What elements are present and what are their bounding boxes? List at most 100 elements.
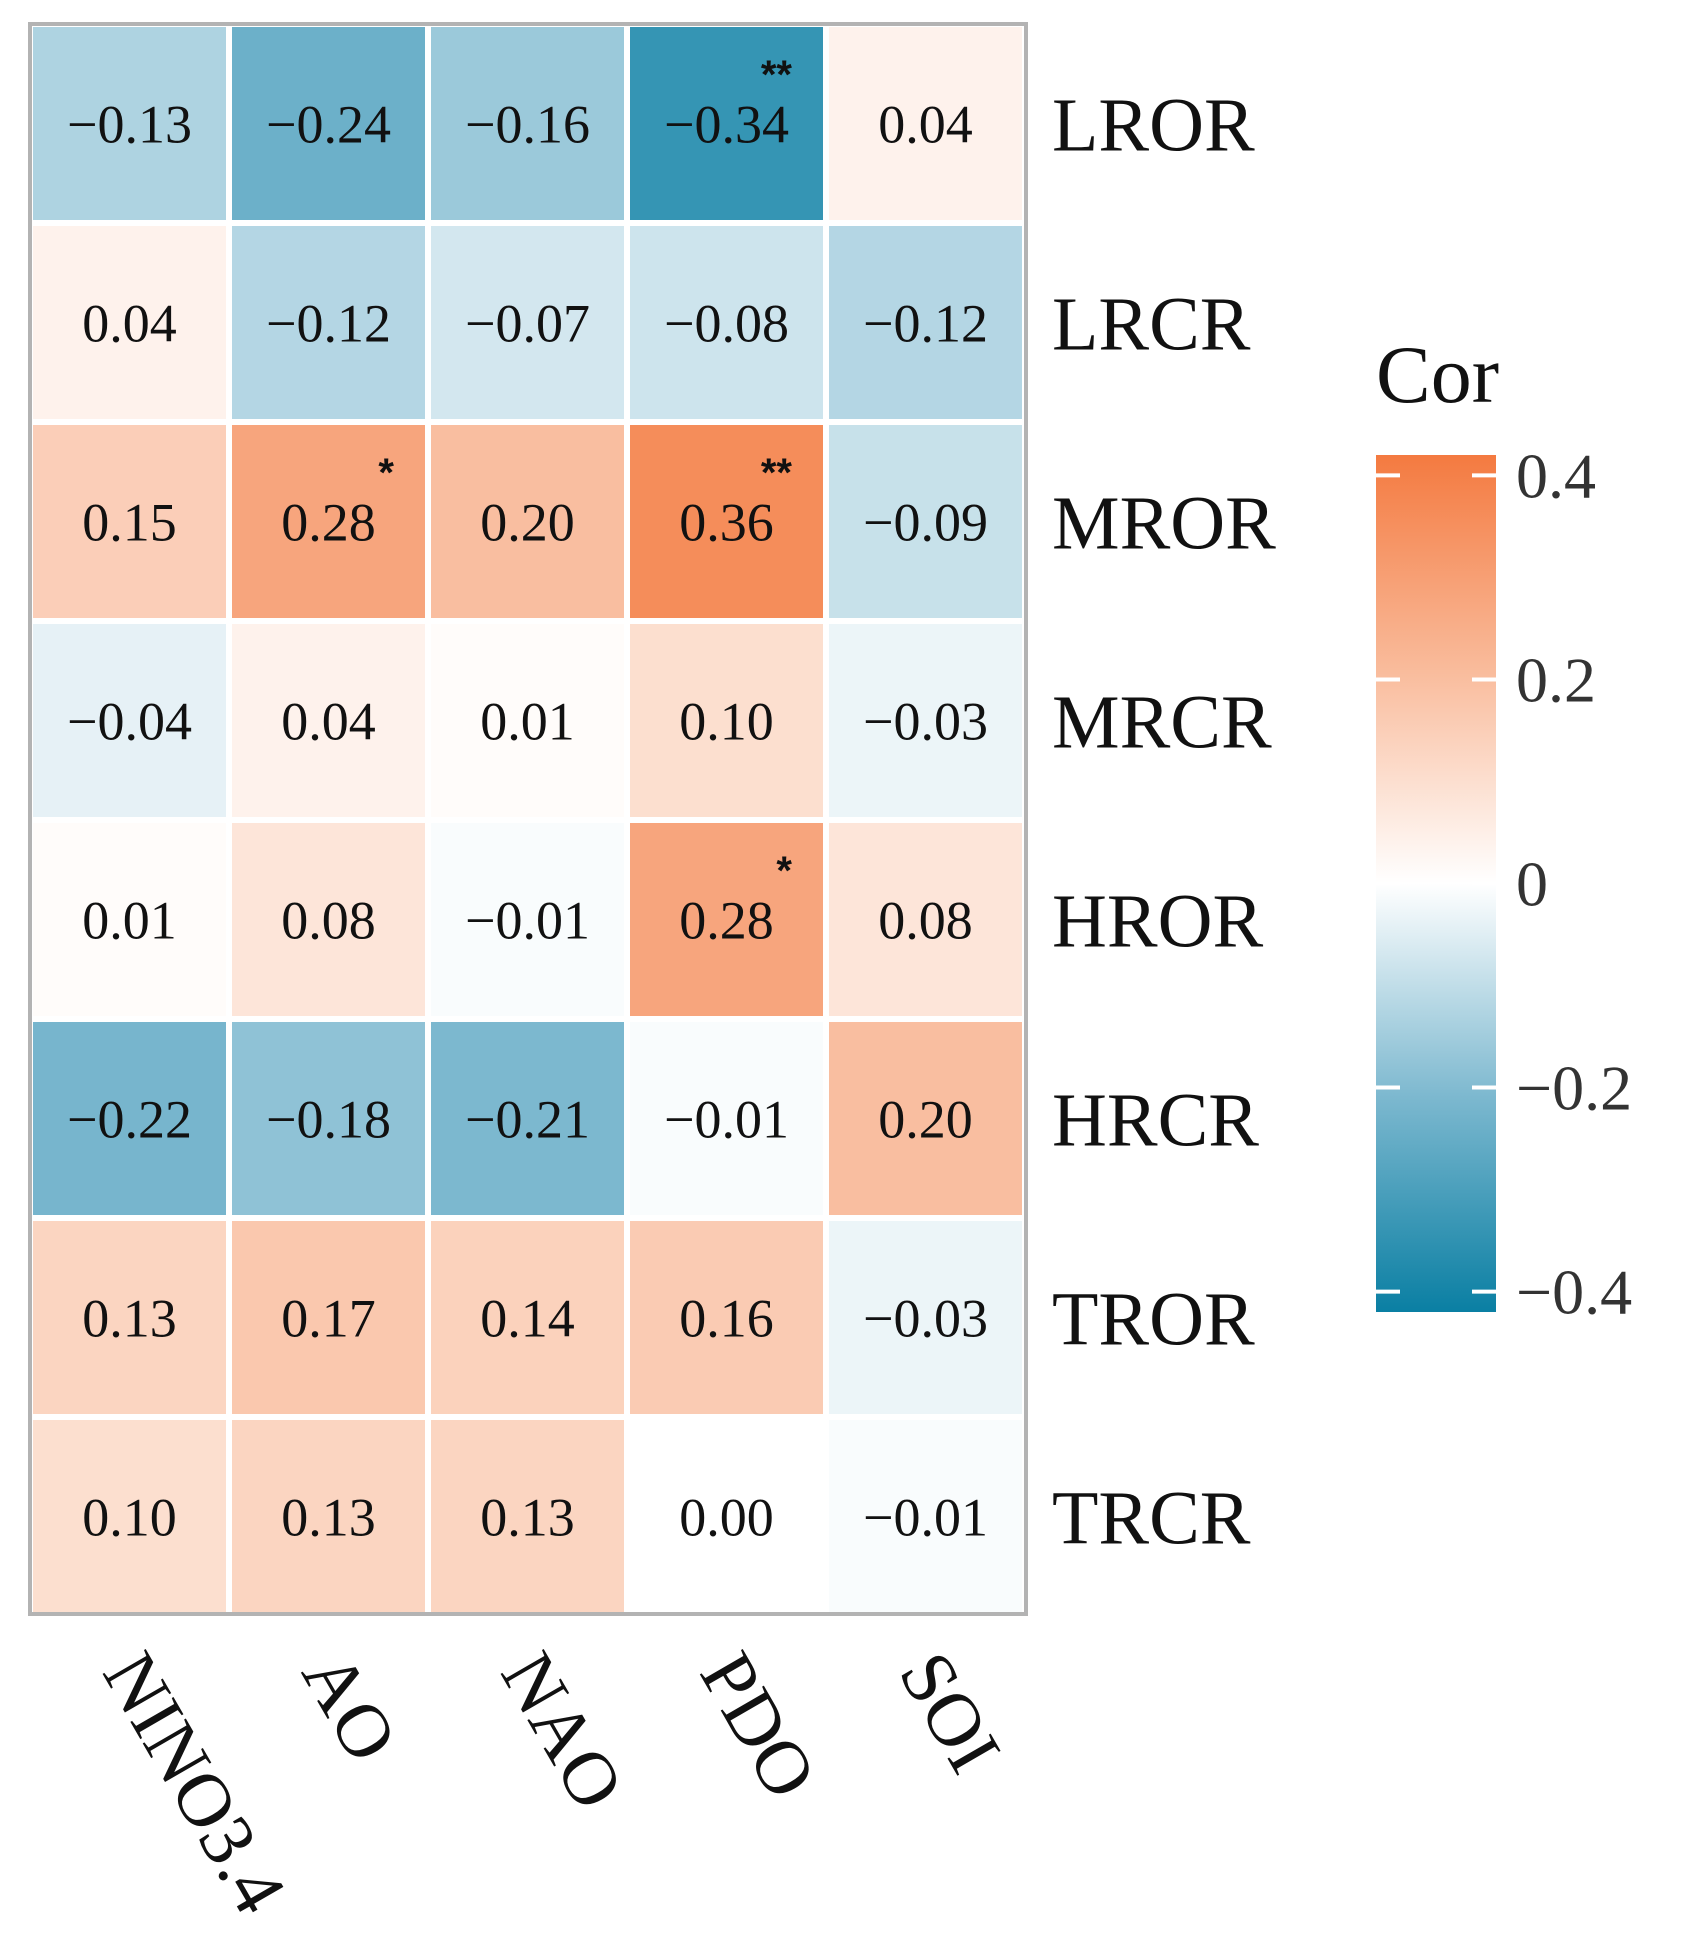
cell-value-label: 0.04 bbox=[82, 294, 177, 354]
cell-value-label: −0.09 bbox=[863, 493, 988, 553]
row-label-lrcr: LRCR bbox=[1052, 283, 1251, 367]
heatmap-cell-lrcr-nao bbox=[431, 226, 624, 419]
heatmap-cell-mror-pdo bbox=[630, 425, 823, 618]
heatmap-cell-trcr-pdo bbox=[630, 1420, 823, 1613]
legend-title: Cor bbox=[1376, 329, 1499, 420]
cell-value-label: −0.03 bbox=[863, 1289, 988, 1349]
row-labels: LROR LRCR MROR MRCR HROR HRCR TROR TRCR bbox=[1052, 84, 1276, 1561]
row-label-mror: MROR bbox=[1052, 482, 1276, 566]
cell-value-label: 0.20 bbox=[878, 1090, 973, 1150]
heatmap-cell-hror-ao bbox=[232, 823, 425, 1016]
row-label-lror: LROR bbox=[1052, 84, 1255, 168]
heatmap-cell-tror-soi bbox=[829, 1221, 1022, 1414]
cell-value-label: 0.13 bbox=[281, 1488, 376, 1548]
cell-value-label: −0.01 bbox=[863, 1488, 988, 1548]
cell-value-label: 0.04 bbox=[878, 95, 973, 155]
heatmap-cell-hror-nao bbox=[431, 823, 624, 1016]
heatmap-cell-hrcr-soi bbox=[829, 1022, 1022, 1215]
heatmap-cell-lrcr-soi bbox=[829, 226, 1022, 419]
color-legend: Cor 0.4 0.2 0 −0.2 −0.4 bbox=[1376, 329, 1632, 1328]
column-label-soi: SOI bbox=[883, 1639, 1017, 1787]
heatmap-cell-mrcr-pdo bbox=[630, 624, 823, 817]
cell-value-label: 0.13 bbox=[82, 1289, 177, 1349]
heatmap-panel-border bbox=[28, 22, 1028, 1616]
row-label-hror: HROR bbox=[1052, 880, 1263, 964]
cell-value-label: 0.10 bbox=[679, 692, 774, 752]
legend-ticks: 0.4 0.2 0 −0.2 −0.4 bbox=[1376, 440, 1632, 1328]
column-label-pdo: PDO bbox=[684, 1639, 833, 1813]
heatmap-cell-hror-pdo bbox=[630, 823, 823, 1016]
legend-tick-label: 0 bbox=[1516, 849, 1548, 920]
heatmap-cell-hrcr-ao bbox=[232, 1022, 425, 1215]
cell-value-label: −0.12 bbox=[863, 294, 988, 354]
heatmap-cell-trcr-nino34 bbox=[33, 1420, 226, 1613]
heatmap-cell-mror-soi bbox=[829, 425, 1022, 618]
cell-value-label: 0.01 bbox=[480, 692, 575, 752]
heatmap-cell-hror-nino34 bbox=[33, 823, 226, 1016]
cell-value-label: 0.08 bbox=[878, 891, 973, 951]
row-label-tror: TROR bbox=[1052, 1278, 1255, 1362]
cell-value-label: −0.22 bbox=[67, 1090, 192, 1150]
cell-value-label: 0.00 bbox=[679, 1488, 774, 1548]
heatmap-cell-trcr-nao bbox=[431, 1420, 624, 1613]
cell-value-label: −0.24 bbox=[266, 95, 391, 155]
cell-value-label: −0.34 bbox=[664, 95, 789, 155]
cell-value-label: 0.14 bbox=[480, 1289, 575, 1349]
column-labels: NINO3.4AO NAO PDO SOI bbox=[87, 1639, 1017, 1928]
heatmap-cell-trcr-ao bbox=[232, 1420, 425, 1613]
cell-value-label: 0.17 bbox=[281, 1289, 376, 1349]
cell-value-label: 0.08 bbox=[281, 891, 376, 951]
row-label-mrcr: MRCR bbox=[1052, 681, 1272, 765]
cell-value-label: 0.20 bbox=[480, 493, 575, 553]
cell-value-label: 0.16 bbox=[679, 1289, 774, 1349]
cell-value-label: 0.10 bbox=[82, 1488, 177, 1548]
heatmap-cell-lrcr-pdo bbox=[630, 226, 823, 419]
legend-tick-label: −0.4 bbox=[1516, 1257, 1632, 1328]
row-label-trcr: TRCR bbox=[1052, 1477, 1251, 1561]
cell-value-label: −0.03 bbox=[863, 692, 988, 752]
column-label-nao: NAO bbox=[485, 1639, 640, 1824]
heatmap-cell-tror-ao bbox=[232, 1221, 425, 1414]
heatmap-cells: −0.13 −0.24 −0.16 −0.34**0.040.04 −0.12 −0.07… bbox=[33, 27, 1022, 1613]
cell-value-label: −0.08 bbox=[664, 294, 789, 354]
significance-marker: ** bbox=[761, 451, 793, 495]
cell-value-label: 0.01 bbox=[82, 891, 177, 951]
heatmap-cell-mrcr-ao bbox=[232, 624, 425, 817]
heatmap-cell-hrcr-nino34 bbox=[33, 1022, 226, 1215]
heatmap-cell-lror-ao bbox=[232, 27, 425, 220]
heatmap-cell-lrcr-ao bbox=[232, 226, 425, 419]
cell-value-label: −0.12 bbox=[266, 294, 391, 354]
heatmap-cell-hrcr-pdo bbox=[630, 1022, 823, 1215]
significance-marker: * bbox=[776, 849, 792, 893]
heatmap-cell-lror-pdo bbox=[630, 27, 823, 220]
heatmap-cell-mror-nao bbox=[431, 425, 624, 618]
heatmap-cell-lror-nao bbox=[431, 27, 624, 220]
column-label-nino34: NINO3.4 bbox=[87, 1639, 302, 1928]
cell-value-label: −0.21 bbox=[465, 1090, 590, 1150]
cell-value-label: 0.15 bbox=[82, 493, 177, 553]
heatmap-cell-tror-nao bbox=[431, 1221, 624, 1414]
row-label-hrcr: HRCR bbox=[1052, 1079, 1259, 1163]
heatmap-cell-lror-nino34 bbox=[33, 27, 226, 220]
heatmap-cell-tror-pdo bbox=[630, 1221, 823, 1414]
heatmap-cell-mror-ao bbox=[232, 425, 425, 618]
heatmap-cell-hror-soi bbox=[829, 823, 1022, 1016]
cell-value-label: 0.36 bbox=[679, 493, 774, 553]
cell-value-label: 0.13 bbox=[480, 1488, 575, 1548]
heatmap-cell-mror-nino34 bbox=[33, 425, 226, 618]
heatmap-cell-hrcr-nao bbox=[431, 1022, 624, 1215]
cell-value-label: −0.13 bbox=[67, 95, 192, 155]
cell-value-label: 0.28 bbox=[679, 891, 774, 951]
heatmap-cell-mrcr-nao bbox=[431, 624, 624, 817]
heatmap-cell-mrcr-nino34 bbox=[33, 624, 226, 817]
cell-value-label: −0.16 bbox=[465, 95, 590, 155]
heatmap-cell-mrcr-soi bbox=[829, 624, 1022, 817]
cell-value-label: −0.18 bbox=[266, 1090, 391, 1150]
legend-tick-label: −0.2 bbox=[1516, 1053, 1632, 1124]
heatmap-cell-trcr-soi bbox=[829, 1420, 1022, 1613]
cell-value-label: −0.01 bbox=[664, 1090, 789, 1150]
cell-value-label: −0.01 bbox=[465, 891, 590, 951]
legend-tick-label: 0.2 bbox=[1516, 644, 1596, 715]
